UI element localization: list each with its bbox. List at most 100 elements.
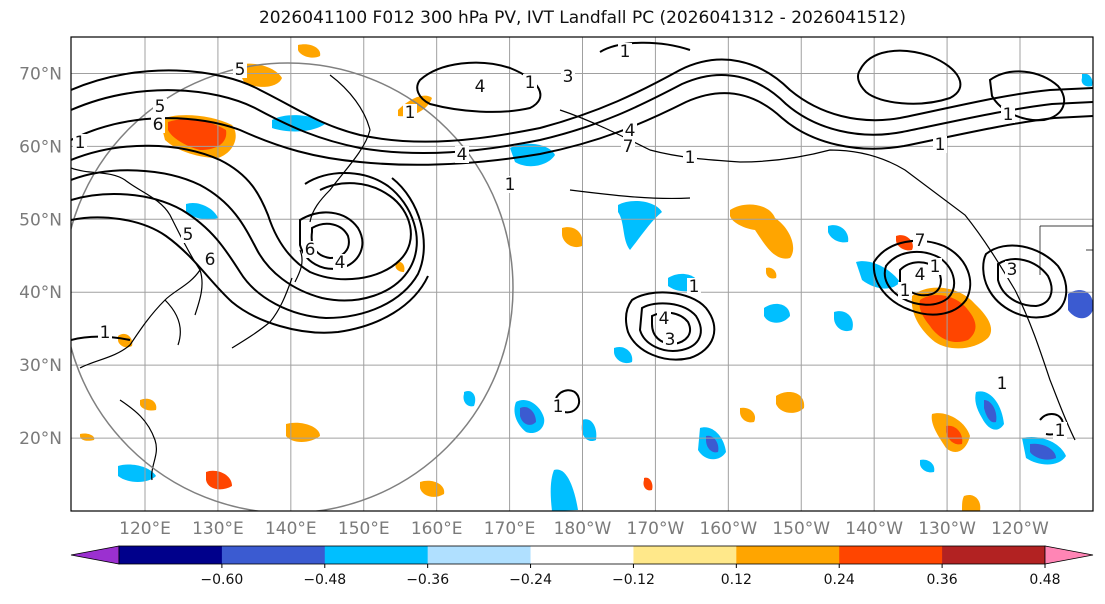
colorbar-segment	[839, 546, 943, 564]
colorbar-tick-label: −0.12	[612, 572, 655, 588]
contour-label: 1	[620, 42, 631, 62]
lat-tick-label: 70°N	[19, 64, 62, 84]
shade-o14	[80, 433, 95, 441]
contour-label: 4	[625, 121, 636, 141]
colorbar-tick-label: −0.24	[509, 572, 552, 588]
contour-label-bg	[98, 324, 112, 341]
contour-label: 7	[915, 231, 926, 251]
coastlines	[71, 74, 1093, 481]
contour-label: 1	[900, 281, 911, 301]
contour-label-bg	[1005, 261, 1019, 278]
contour-label-bg	[687, 278, 701, 295]
contour-label-bg	[913, 266, 927, 283]
coast-kamchatka	[309, 74, 371, 223]
lat-tick-label: 40°N	[19, 283, 62, 303]
shade-b10	[614, 346, 633, 364]
contour-label: 1	[100, 323, 111, 343]
shade-b7	[1068, 290, 1093, 319]
contour-label-bg	[455, 146, 469, 163]
shade-okhotsk-core	[168, 119, 227, 150]
contour-label: 1	[685, 148, 696, 168]
contour-label-bg	[621, 138, 635, 155]
lon-tick-label: 150°E	[338, 519, 390, 539]
contour-label: 1	[1055, 421, 1066, 441]
latitude-labels: 70°N 60°N 50°N 40°N 30°N 20°N	[19, 64, 62, 449]
shade-b15c	[984, 400, 997, 423]
contour-label: 1	[935, 135, 946, 155]
coast-america	[1014, 289, 1076, 441]
shade-b4	[828, 225, 849, 243]
lon-tick-label: 120°W	[991, 519, 1049, 539]
contour-label-bg	[551, 398, 565, 415]
shade-o2	[562, 227, 583, 248]
shade-o4	[776, 392, 805, 413]
shade-b1	[272, 115, 325, 132]
contour-label-bg	[898, 282, 912, 299]
colorbar-tick-label: −0.36	[406, 572, 449, 588]
contour-label: 7	[623, 137, 634, 157]
contour-label-bg	[303, 241, 317, 258]
colorbar-segment	[942, 546, 1046, 564]
contour-label-bg	[913, 232, 927, 249]
contour-label: 6	[305, 240, 316, 260]
shade-o1	[730, 204, 794, 259]
contour-label: 5	[235, 60, 246, 80]
shade-o16	[395, 261, 405, 272]
colorbar-segment	[324, 546, 429, 564]
contour-label: 4	[457, 145, 468, 165]
shade-o7	[286, 422, 320, 442]
coast-asia	[71, 167, 203, 481]
lon-tick-label: 130°W	[918, 519, 976, 539]
contour-label: 3	[665, 330, 676, 350]
colorbar-segment	[530, 546, 634, 564]
shade-b9	[834, 311, 853, 332]
colorbar-segment	[427, 546, 532, 564]
contour-label: 1	[997, 374, 1008, 394]
contour-label-bg	[663, 331, 677, 348]
colorbar-tick-label: 0.12	[721, 572, 752, 588]
contour-label-bg	[623, 122, 637, 139]
contour-label-bg	[473, 78, 487, 95]
shade-n1	[236, 63, 282, 87]
shade-o8	[206, 470, 232, 490]
shade-o5	[740, 407, 756, 423]
contour-label: 1	[1003, 105, 1014, 125]
contour-label: 1	[75, 133, 86, 153]
lon-tick-label: 170°E	[484, 519, 536, 539]
contour-label: 1	[689, 277, 700, 297]
lon-tick-label: 120°E	[119, 519, 171, 539]
contour-label-bg	[233, 61, 247, 78]
contour-label: 4	[475, 77, 486, 97]
shade-o15	[643, 477, 653, 491]
colorbar-tick-label: −0.60	[200, 572, 243, 588]
coast-aleutians	[569, 189, 691, 200]
map-title: 2026041100 F012 300 hPa PV, IVT Landfall…	[258, 8, 906, 28]
lon-tick-label: 170°W	[627, 519, 685, 539]
contour-label: 1	[405, 103, 416, 123]
contour-label-bg	[503, 176, 517, 193]
lat-tick-label: 30°N	[19, 356, 62, 376]
shade-n2	[298, 44, 321, 58]
colorbar-tick-label: −0.48	[303, 572, 346, 588]
shade-o12	[766, 267, 777, 279]
longitude-labels: 120°E 130°E 140°E 150°E 160°E 170°E 180°W 170°W…	[119, 519, 1049, 539]
shade-o6c	[946, 425, 963, 445]
colorbar: −0.60 −0.48 −0.36 −0.24 −0.12 0.12 0.24 0.36 0.4…	[70, 545, 1094, 588]
coast-alaska	[559, 109, 1016, 291]
shade-b20	[920, 459, 935, 473]
colorbar-tick-label: 0.24	[824, 572, 855, 588]
contour-label: 4	[659, 309, 670, 329]
lon-tick-label: 140°E	[265, 519, 317, 539]
shade-o13	[140, 398, 157, 411]
contour-label-bg	[933, 136, 947, 153]
contour-label: 3	[1007, 260, 1018, 280]
lon-tick-label: 160°W	[699, 519, 757, 539]
contour-label: 5	[183, 225, 194, 245]
shade-b17	[118, 464, 156, 482]
colorbar-tick-label: 0.48	[1029, 572, 1060, 588]
contour-label-bg	[995, 375, 1009, 392]
shade-b12c	[520, 406, 536, 425]
contour-label: 4	[335, 253, 346, 273]
contour-label: 4	[915, 265, 926, 285]
